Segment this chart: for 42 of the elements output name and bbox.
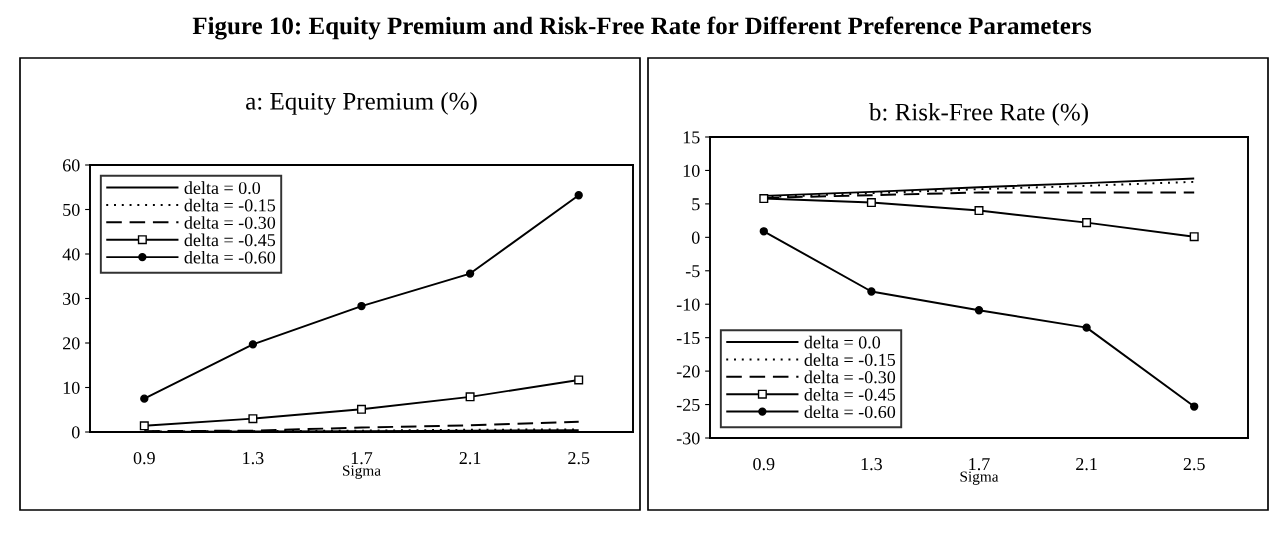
legend-label: delta = -0.15 [804, 353, 896, 366]
y-tick-label: 0 [691, 231, 700, 244]
y-tick-label: 50 [63, 203, 80, 216]
legend-label: delta = 0.0 [804, 335, 881, 349]
legend-label: delta = -0.45 [804, 387, 896, 401]
y-tick-label: -5 [685, 265, 700, 278]
y-tick-label: 0 [71, 426, 80, 439]
y-tick-label: 30 [63, 292, 80, 305]
chart-title: a: Equity Premium (%) [246, 92, 477, 115]
y-tick-label: 5 [692, 198, 700, 211]
x-tick-label: 1.3 [861, 458, 882, 471]
legend-label: delta = -0.60 [804, 405, 896, 419]
legend-label: delta = -0.30 [804, 370, 896, 384]
y-tick-label: -10 [676, 298, 700, 311]
x-tick-label: 2.1 [1076, 458, 1097, 471]
x-axis-title: Sigma [960, 471, 999, 485]
x-tick-label: 2.5 [568, 452, 590, 465]
x-tick-label: 0.9 [753, 457, 775, 471]
x-tick-label: 1.3 [243, 452, 264, 465]
legend-label: delta = -0.15 [184, 198, 276, 212]
y-tick-label: -20 [676, 365, 700, 378]
y-tick-label: 10 [63, 381, 80, 394]
y-tick-label: 20 [63, 337, 80, 350]
x-tick-label: 1.7 [351, 452, 373, 465]
y-tick-label: -15 [676, 332, 700, 345]
y-tick-label: 60 [63, 159, 80, 172]
y-tick-label: 10 [683, 164, 700, 177]
caption: Figure 10: Equity Premium and Risk-Free Rate for Different Preference Parameters [192, 16, 1092, 40]
y-tick-label: 40 [62, 248, 80, 261]
legend-label: delta = -0.30 [184, 216, 276, 229]
x-tick-label: 2.5 [1183, 458, 1205, 471]
x-tick-label: 2.1 [459, 452, 481, 465]
legend-label: delta = 0.0 [184, 181, 261, 195]
y-tick-label: 15 [683, 131, 700, 144]
x-tick-label: 0.9 [133, 451, 155, 465]
y-tick-label: -25 [676, 398, 700, 411]
legend-label: delta = -0.60 [184, 250, 276, 264]
legend-label: delta = -0.45 [184, 233, 276, 247]
x-tick-label: 1.7 [969, 458, 990, 471]
y-tick-label: -30 [676, 432, 700, 445]
chart-title: b: Risk-Free Rate (%) [868, 102, 1088, 126]
x-axis-title: Sigma [343, 465, 381, 479]
